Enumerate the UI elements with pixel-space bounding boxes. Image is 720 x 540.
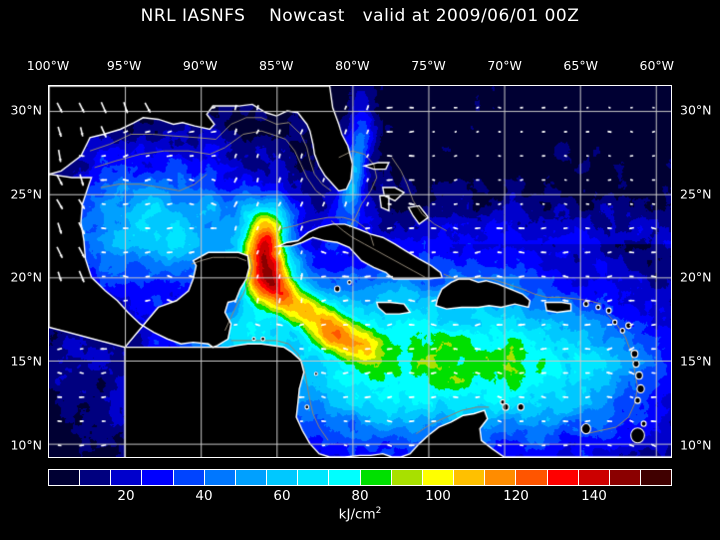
colorbar-tick-labels: 20 40 60 80 100 120 140 — [48, 488, 672, 506]
colorbar-segment — [422, 470, 455, 485]
lon-tick-label: 85°W — [259, 58, 294, 73]
colorbar-segment — [329, 470, 361, 485]
colorbar-segment — [235, 470, 268, 485]
colorbar-tick-label: 120 — [503, 488, 529, 504]
lat-tick-label-left: 15°N — [10, 353, 42, 369]
longitude-axis: 100°W 95°W 90°W 85°W 80°W 75°W 70°W 65°W 60°W — [0, 58, 720, 74]
colorbar-tick-label: 100 — [425, 488, 451, 504]
latitude-axis-right: 30°N 25°N 20°N 15°N 10°N — [676, 0, 720, 540]
lat-tick-label-right: 15°N — [680, 353, 712, 369]
colorbar-tick-label: 80 — [351, 488, 369, 504]
colorbar-tick-label: 40 — [195, 488, 213, 504]
colorbar-segment — [142, 470, 174, 485]
map-plot-area[interactable]: OHC — [48, 85, 672, 458]
colorbar-tick-label: 20 — [117, 488, 135, 504]
colorbar-segment — [578, 470, 610, 485]
lat-tick-label-right: 25°N — [680, 186, 712, 202]
lon-tick-label: 65°W — [563, 58, 598, 73]
lon-tick-label: 75°W — [411, 58, 446, 73]
lon-tick-label: 95°W — [106, 58, 142, 73]
lat-tick-label-left: 10°N — [10, 437, 42, 453]
colorbar-segment — [454, 470, 486, 485]
lat-tick-label-right: 20°N — [680, 269, 712, 285]
colorbar-unit-exponent: 2 — [375, 506, 382, 516]
colorbar-segment — [516, 470, 548, 485]
latitude-axis-left: 30°N 25°N 20°N 15°N 10°N — [0, 0, 46, 540]
colorbar — [48, 469, 672, 486]
colorbar-segment — [267, 470, 299, 485]
lat-tick-label-left: 20°N — [10, 269, 42, 285]
lon-tick-label: 80°W — [335, 58, 370, 73]
colorbar-segment — [298, 470, 330, 485]
colorbar-segment — [49, 470, 81, 485]
colorbar-segment — [391, 470, 423, 485]
colorbar-unit-label: kJ/cm2 — [0, 506, 720, 523]
colorbar-segment — [80, 470, 112, 485]
lon-tick-label: 70°W — [487, 58, 522, 73]
lon-tick-label: 60°W — [639, 58, 675, 73]
lat-tick-label-left: 25°N — [10, 186, 42, 202]
colorbar-segment — [609, 470, 641, 485]
lat-tick-label-right: 10°N — [680, 437, 712, 453]
colorbar-segment — [485, 470, 517, 485]
lat-tick-label-right: 30°N — [680, 102, 712, 118]
colorbar-tick-label: 60 — [273, 488, 291, 504]
colorbar-segment — [173, 470, 205, 485]
lon-tick-label: 90°W — [182, 58, 218, 73]
colorbar-segment — [640, 470, 672, 485]
page-title: NRL IASNFS Nowcast valid at 2009/06/01 0… — [140, 6, 580, 26]
colorbar-segment — [360, 470, 392, 485]
ocean-heat-content-map — [49, 86, 671, 457]
colorbar-tick-label: 140 — [581, 488, 607, 504]
colorbar-segment — [111, 470, 143, 485]
colorbar-segment — [547, 470, 579, 485]
colorbar-unit-text: kJ/cm — [338, 506, 376, 523]
lat-tick-label-left: 30°N — [10, 102, 42, 118]
colorbar-segment — [204, 470, 236, 485]
lon-tick-label: 100°W — [26, 58, 70, 73]
